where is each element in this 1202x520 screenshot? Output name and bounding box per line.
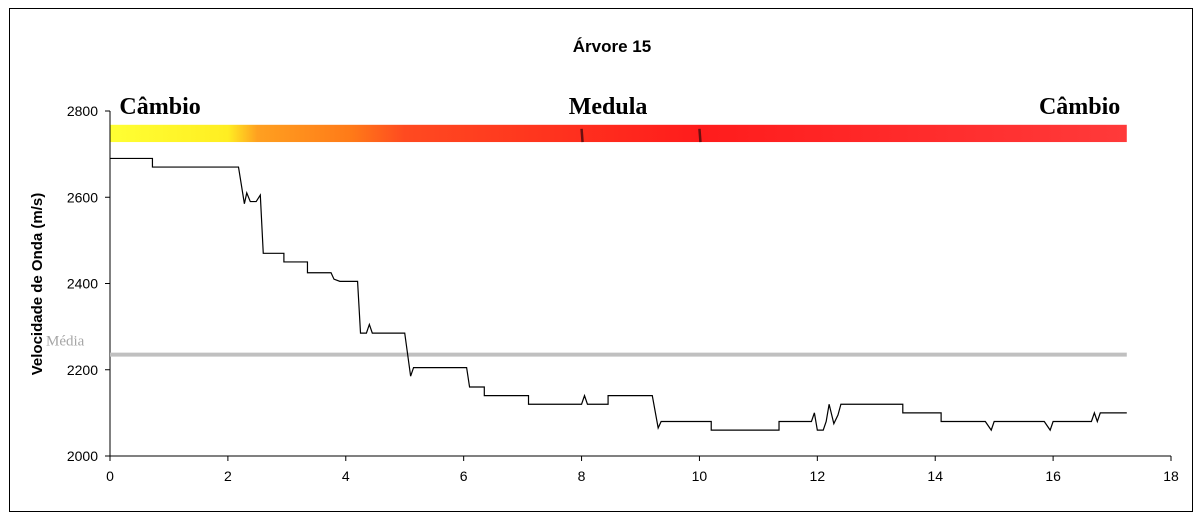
region-label: Medula [569, 94, 648, 120]
chart-title: Árvore 15 [573, 37, 651, 56]
series-line [110, 157, 1127, 432]
gradient-bar [110, 124, 1127, 143]
region-label: Câmbio [119, 94, 200, 120]
gradient-bar-mark [698, 128, 702, 143]
gradient-bar-mark [580, 128, 584, 143]
axes: 0 2 4 6 8 10 12 14 16 18 2000 2200 2400 2600 2800 [67, 103, 1179, 484]
y-tick-label: 2800 [67, 103, 98, 119]
x-tick-label: 10 [692, 468, 708, 484]
x-tick-label: 8 [578, 468, 586, 484]
gradient-bar-fill [110, 124, 1127, 143]
x-tick-label: 18 [1163, 468, 1179, 484]
x-tick-label: 12 [810, 468, 826, 484]
x-tick-label: 6 [460, 468, 468, 484]
series-group [110, 157, 1127, 432]
y-tick-label: 2000 [67, 448, 98, 464]
y-tick-label: 2400 [67, 276, 98, 292]
y-tick-label: 2600 [67, 189, 98, 205]
x-tick-label: 4 [342, 468, 350, 484]
x-tick-label: 0 [106, 468, 114, 484]
y-tick-label: 2200 [67, 362, 98, 378]
x-tick-label: 16 [1045, 468, 1061, 484]
x-tick-label: 2 [224, 468, 232, 484]
x-tick-label: 14 [927, 468, 943, 484]
region-label: Câmbio [1039, 94, 1120, 120]
reference-line-group: Média [46, 334, 1127, 357]
region-labels: Câmbio Medula Câmbio [119, 94, 1120, 120]
mean-reference-label: Média [46, 334, 85, 350]
y-axis-label: Velocidade de Onda (m/s) [29, 193, 46, 376]
chart-frame [9, 8, 1193, 512]
